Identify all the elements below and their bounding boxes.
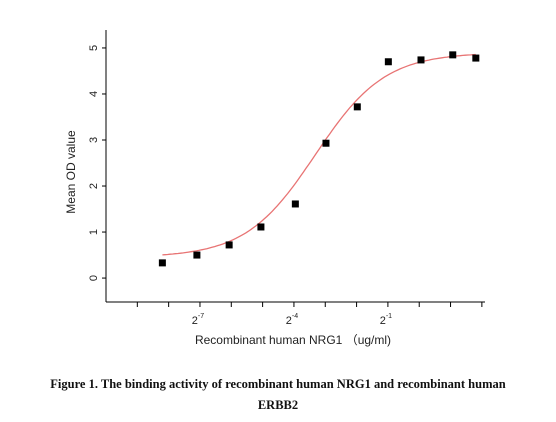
tick-base: 2 [192,315,198,327]
tick-exponent: -4 [292,313,298,320]
y-tick-label: 5 [88,45,100,51]
x-tick-label: 2-1 [380,313,392,327]
point [353,103,361,111]
caption-line: ERBB2 [258,398,298,412]
tick-base: 2 [380,315,386,327]
tick-exponent: -7 [198,313,204,320]
point [417,56,425,64]
y-tick-label: 2 [88,183,100,189]
x-tick-label: 2-7 [192,313,204,327]
point [291,200,299,208]
y-tick-label: 1 [88,229,100,235]
point [193,251,201,259]
caption-line: Figure 1. The binding activity of recomb… [50,377,505,391]
point [158,259,166,267]
point [225,241,233,249]
tick-base: 2 [286,315,292,327]
y-tick-label: 4 [88,91,100,97]
point [257,223,265,231]
x-tick-label: 2-4 [286,313,298,327]
point [322,139,330,147]
fit-curve [162,53,476,256]
point [384,58,392,66]
tick-exponent: -1 [386,313,392,320]
x-axis-label: Recombinant human NRG1 （ug/ml) [195,333,391,347]
y-tick-label: 3 [88,137,100,143]
y-axis-label: Mean OD value [64,130,78,214]
point [472,54,480,62]
point [449,51,457,59]
y-tick-label: 0 [88,275,100,281]
